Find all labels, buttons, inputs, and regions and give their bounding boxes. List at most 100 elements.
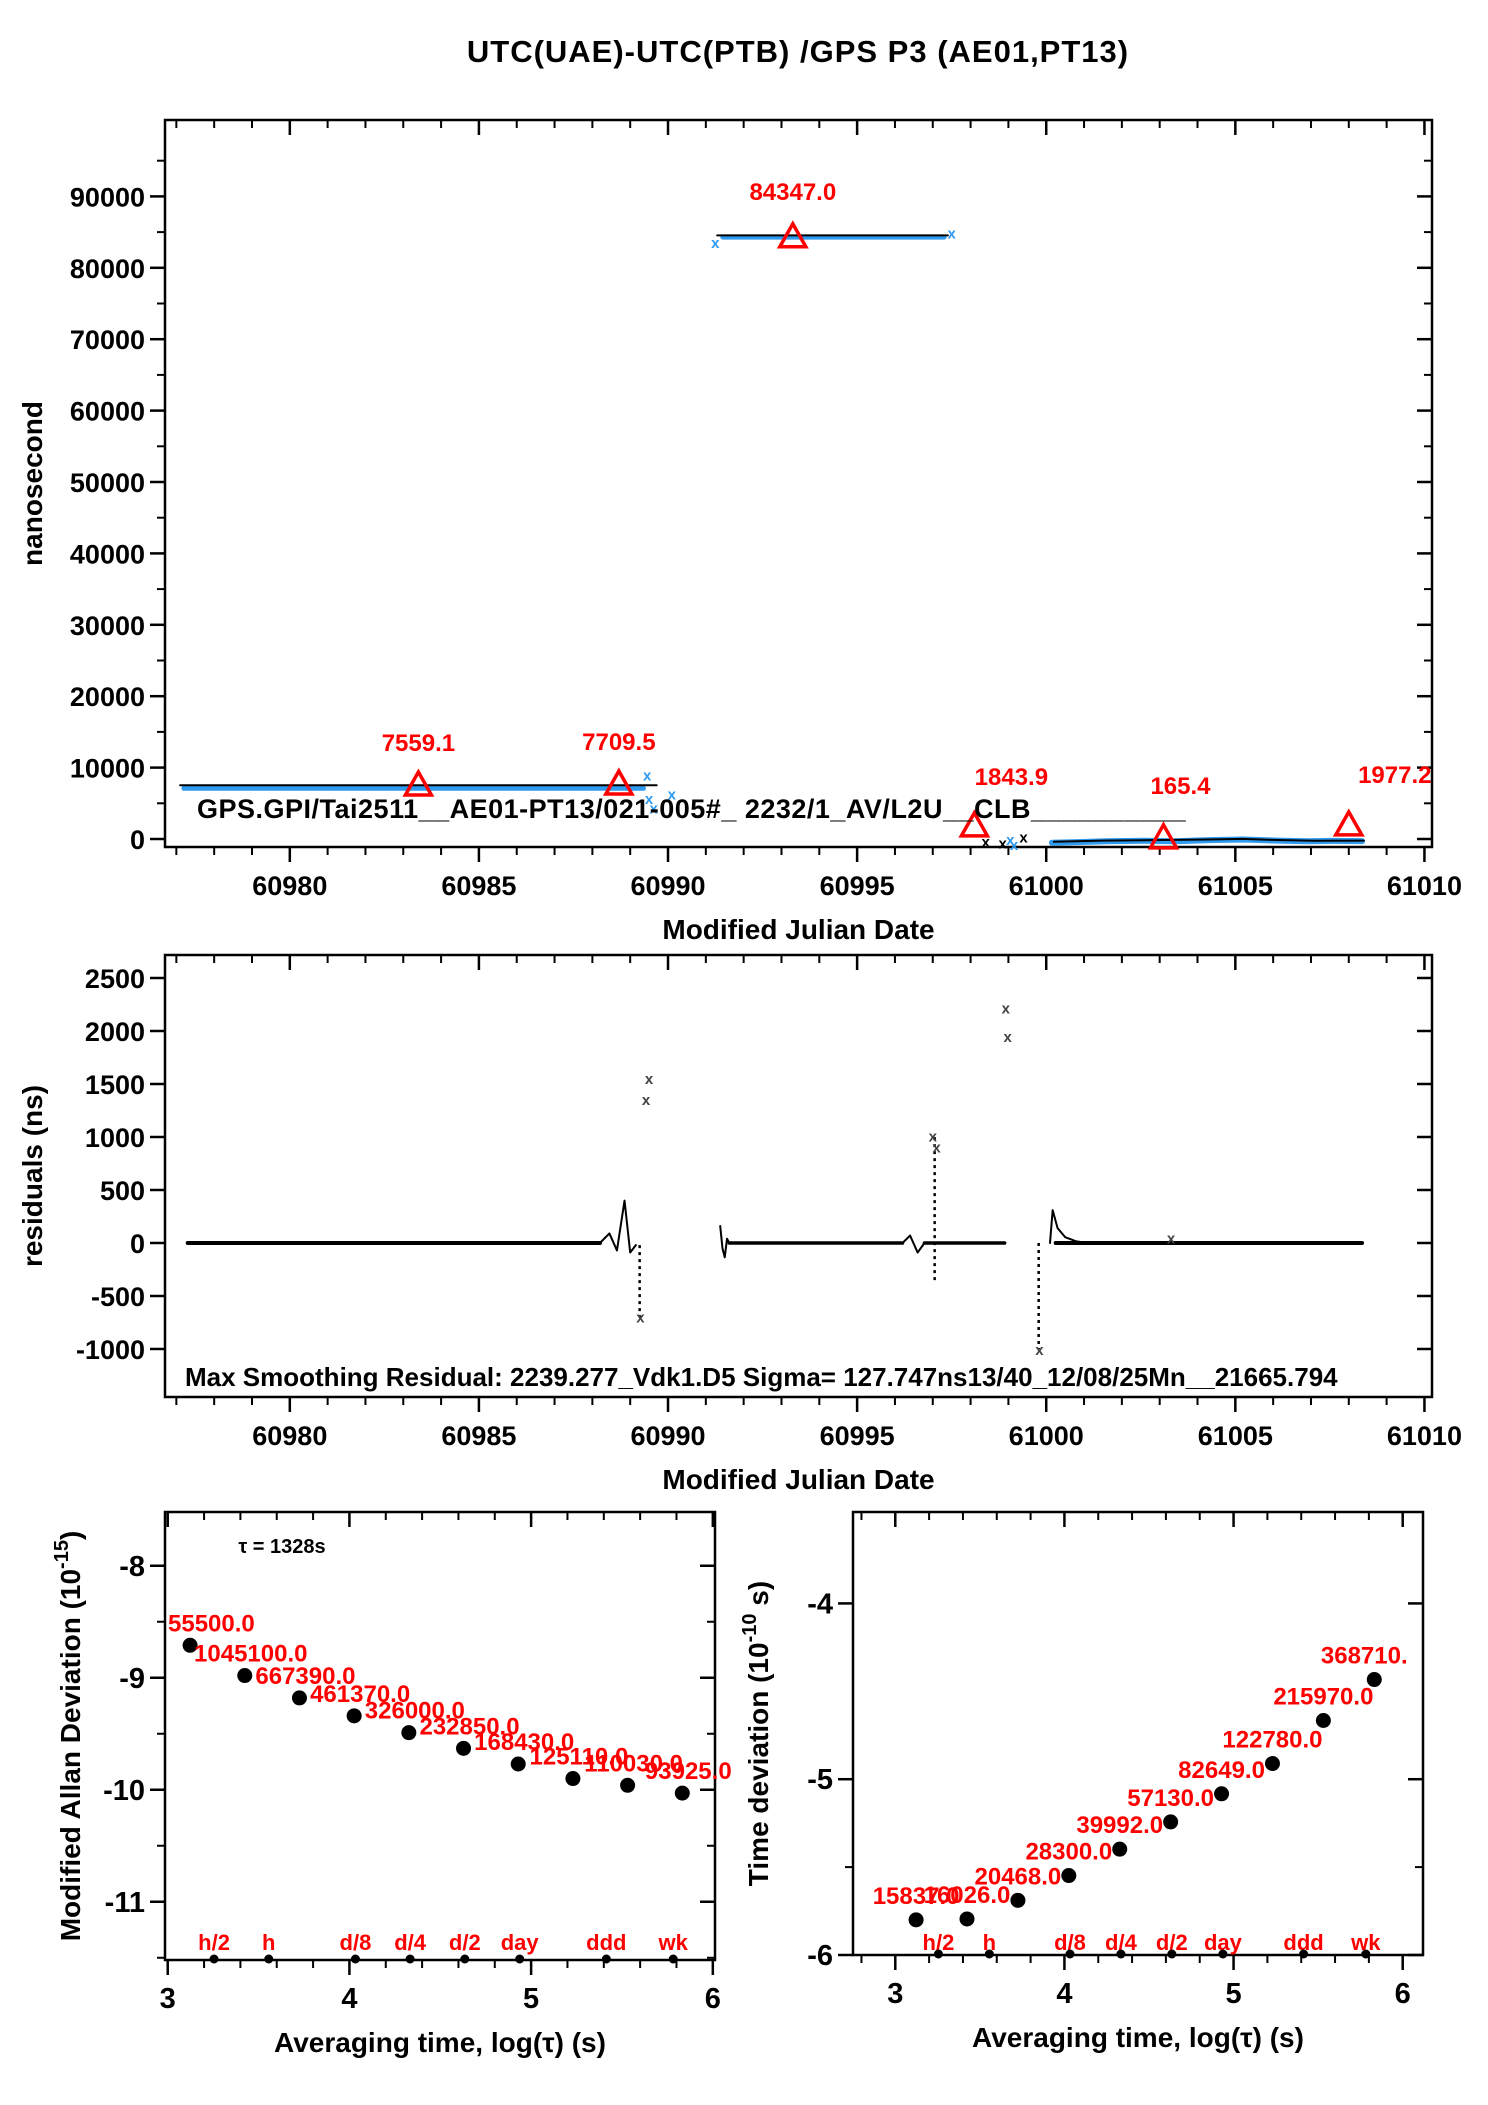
- tdev-time-mark-dot: [1167, 1949, 1177, 1959]
- tdev-data-point: [1366, 1672, 1382, 1688]
- top-triangle-marker: [958, 809, 991, 838]
- mdev-time-mark-dot: [264, 1954, 274, 1964]
- tdev-time-mark-dot: [1116, 1949, 1126, 1959]
- top-scatter-x-mark: x: [649, 800, 658, 817]
- top-triangle-marker: [1147, 821, 1180, 850]
- mdev-data-point: [620, 1777, 636, 1793]
- top-y-tick-label: 20000: [70, 682, 145, 712]
- tdev-y-tick-label: -4: [807, 1588, 833, 1620]
- top-scatter-x-mark: x: [1019, 830, 1028, 847]
- tdev-data-point: [1112, 1841, 1128, 1857]
- tdev-point-label: 122780.0: [1222, 1727, 1322, 1754]
- mid-scatter-x-mark: x: [636, 1310, 645, 1327]
- top-triangle-marker: [776, 220, 809, 249]
- mid-scatter-x-mark: x: [1002, 1001, 1011, 1018]
- mdev-y-tick-label: -10: [103, 1775, 145, 1807]
- mid-sigma-note: Max Smoothing Residual: 2239.277_Vdk1.D5…: [185, 1362, 1338, 1392]
- page-title: UTC(UAE)-UTC(PTB) /GPS P3 (AE01,PT13): [466, 34, 1130, 69]
- mid-x-tick-label: 60990: [630, 1421, 705, 1451]
- mid-scatter-x-mark: x: [1003, 1029, 1012, 1046]
- tdev-time-mark-dot: [984, 1949, 994, 1959]
- mdev-time-mark-label: h: [262, 1930, 275, 1955]
- mid-scatter-x-mark: x: [932, 1140, 941, 1157]
- mdev-point-label: 125110.0: [530, 1744, 629, 1771]
- tdev-point-label: 28300.0: [1025, 1839, 1112, 1866]
- top-x-tick-label: 60980: [252, 871, 327, 901]
- mdev-point-label: 55500.0: [168, 1610, 255, 1637]
- mdev-point-label: 326000.0: [365, 1698, 465, 1725]
- top-triangle-marker: [1332, 808, 1365, 837]
- mdev-time-mark-dot: [668, 1954, 678, 1964]
- tdev-time-mark-dot: [933, 1949, 943, 1959]
- tdev-x-axis-title: Averaging time, log(τ) (s): [972, 2022, 1304, 2053]
- mid-series-cluster-60991: [719, 1225, 731, 1259]
- top-y-tick-label: 0: [130, 825, 145, 855]
- tdev-point-label: 16026.0: [924, 1882, 1011, 1909]
- mid-series-bump-60996: [901, 1234, 926, 1254]
- mid-y-tick-label: 1500: [85, 1070, 145, 1100]
- tdev-point-label: 215970.0: [1273, 1683, 1373, 1710]
- top-triangle-label: 7559.1: [382, 730, 455, 757]
- mdev-tau-note: τ = 1328s: [238, 1536, 325, 1558]
- top-annotation: GPS.GPI/Tai2511__AE01-PT13/021-005#_ 223…: [197, 794, 1187, 824]
- mdev-time-mark-dot: [601, 1954, 611, 1964]
- top-scatter-x-mark: x: [982, 834, 991, 851]
- mdev-data-point: [565, 1771, 581, 1787]
- mid-y-tick-label: -500: [91, 1282, 145, 1312]
- top-y-axis-title: nanosecond: [17, 401, 48, 566]
- mid-y-tick-label: 1000: [85, 1123, 145, 1153]
- mid-y-tick-label: 2000: [85, 1017, 145, 1047]
- tdev-point-label: 20468.0: [975, 1863, 1062, 1890]
- mid-series-wiggle-60988: [598, 1199, 637, 1254]
- tdev-point-label: 15837.0: [873, 1883, 960, 1910]
- tdev-x-tick-label: 5: [1225, 1978, 1241, 2010]
- mdev-data-point: [456, 1740, 472, 1756]
- top-series-smooth-right: [1052, 837, 1365, 843]
- top-x-tick-label: 60990: [630, 871, 705, 901]
- mdev-point-label: 1045100.0: [194, 1641, 307, 1668]
- mdev-x-tick-label: 6: [705, 1983, 721, 2015]
- top-y-tick-label: 30000: [70, 611, 145, 641]
- tdev-y-axis-title: Time deviation (10-10 s): [739, 1581, 774, 1886]
- tdev-data-point: [1163, 1814, 1179, 1830]
- mid-series-spike-61000: [1049, 1209, 1089, 1244]
- tdev-data-point: [1264, 1756, 1280, 1772]
- mid-x-tick-label: 61005: [1198, 1421, 1273, 1451]
- top-y-tick-label: 10000: [70, 754, 145, 784]
- mid-scatter-x-mark: x: [1167, 1231, 1176, 1248]
- mdev-frame: [163, 1510, 717, 1962]
- tdev-point-label: 368710.: [1321, 1643, 1408, 1670]
- mdev-data-point: [674, 1785, 690, 1801]
- mdev-time-mark-label: ddd: [586, 1930, 626, 1955]
- top-y-tick-label: 50000: [70, 468, 145, 498]
- tdev-data-point: [1214, 1786, 1230, 1802]
- top-triangle-label: 165.4: [1150, 773, 1211, 800]
- top-triangle-label: 1977.2: [1358, 762, 1431, 789]
- mid-scatter-x-mark: x: [1035, 1342, 1044, 1359]
- tdev-x-tick-label: 4: [1056, 1978, 1072, 2010]
- mdev-x-tick-label: 3: [160, 1983, 176, 2015]
- top-scatter-x-mark: x: [1006, 832, 1015, 849]
- mdev-time-mark-label: d/4: [394, 1930, 427, 1955]
- top-y-tick-label: 60000: [70, 397, 145, 427]
- mdev-data-point: [401, 1725, 417, 1741]
- mdev-time-mark-label: h/2: [198, 1930, 230, 1955]
- top-scatter-x-mark: x: [668, 787, 677, 804]
- top-scatter-x-mark: x: [948, 226, 957, 243]
- tdev-y-tick-label: -5: [807, 1764, 833, 1796]
- top-scatter-x-mark: x: [645, 791, 654, 808]
- tdev-data-point: [908, 1912, 924, 1928]
- top-triangle-label: 1843.9: [975, 764, 1048, 791]
- top-frame: [163, 118, 1434, 849]
- tdev-data-point: [1061, 1868, 1077, 1884]
- tdev-point-label: 82649.0: [1178, 1757, 1265, 1784]
- mdev-time-mark-label: d/2: [449, 1930, 481, 1955]
- mid-y-axis-title: residuals (ns): [17, 1085, 48, 1267]
- mdev-time-mark-dot: [460, 1954, 470, 1964]
- top-scatter-x-mark: x: [711, 235, 720, 252]
- mid-x-axis-title: Modified Julian Date: [662, 1464, 934, 1495]
- top-scatter-x-mark: x: [643, 767, 652, 784]
- top-x-tick-label: 61000: [1009, 871, 1084, 901]
